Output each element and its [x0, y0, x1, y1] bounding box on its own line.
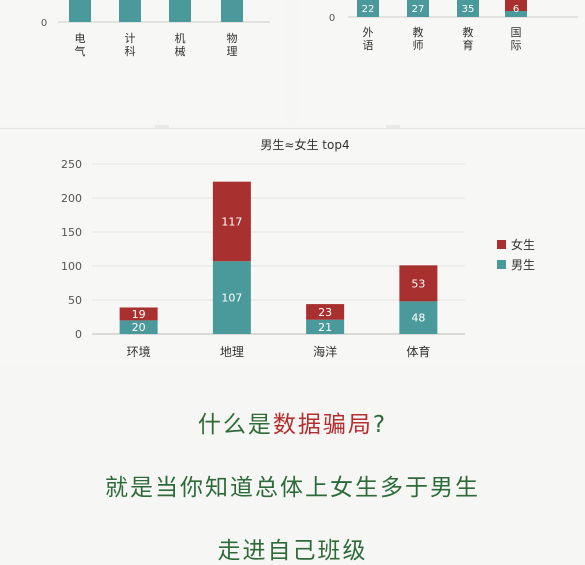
x-tick-label: 机: [175, 31, 186, 45]
data-label-male: 21: [318, 321, 332, 334]
bar-male: [119, 0, 141, 22]
data-label-female: 19: [132, 308, 146, 321]
caption-line-1-highlight: 数据骗局: [272, 412, 373, 438]
bar-male: [119, 320, 158, 334]
data-label-male: 35: [462, 4, 475, 15]
x-tick-label: 械: [175, 44, 186, 58]
x-tick-label: 育: [463, 38, 474, 52]
bar-male: [306, 319, 345, 334]
bar-female: [119, 307, 158, 321]
caption-line-1: 什么是数据骗局?: [0, 405, 585, 439]
bar-male: [69, 0, 91, 22]
y-tick-label: 150: [61, 226, 82, 239]
y-tick-label: 0: [75, 328, 82, 341]
x-tick-label: 际: [511, 39, 522, 52]
x-tick-label: 环境: [127, 344, 151, 359]
bar-male: [169, 0, 191, 22]
x-tick-label: 气: [75, 44, 86, 58]
data-label-female: 117: [221, 215, 242, 228]
y-tick-label: 200: [61, 192, 82, 205]
bar-male: [212, 261, 251, 334]
top-right-chart: 0 22 外语 27 教师 35 教育 6 国际: [298, 0, 585, 125]
x-tick-label: 国: [511, 26, 522, 39]
y-tick-label: 100: [61, 260, 82, 273]
data-label-female: 23: [318, 306, 332, 319]
x-tick-label: 外: [363, 26, 374, 39]
bar-male: [505, 11, 527, 17]
x-tick-label: 师: [413, 39, 424, 52]
x-tick-label: 教: [463, 26, 474, 39]
bar-male: [221, 0, 243, 22]
caption-line-2: 就是当你知道总体上女生多于男生: [105, 475, 480, 501]
x-tick-label: 电: [75, 32, 86, 45]
bar-male: [407, 0, 429, 17]
legend-label: 男生: [511, 258, 535, 272]
bar-male: [399, 301, 438, 334]
x-tick-label: 地理: [220, 345, 244, 359]
x-tick-label: 计: [125, 32, 136, 45]
legend-swatch: [497, 260, 506, 269]
caption-line-3: 走进自己班级: [217, 538, 368, 564]
data-label-male: 6: [513, 4, 519, 15]
y-tick-label: 50: [68, 294, 82, 307]
caption-line-1-suffix: ?: [372, 412, 388, 438]
main-chart: 男生≈女生 top4 0 50 100 150 200 250 20 19 环境 107 117 地理…: [0, 128, 585, 364]
data-label-female: 53: [411, 277, 425, 290]
caption-line-1-prefix: 什么是: [197, 412, 273, 438]
y-tick-label: 0: [329, 13, 335, 24]
legend-swatch: [497, 240, 506, 249]
bar-female: [399, 265, 438, 302]
bar-female: [212, 181, 251, 262]
x-tick-label: 科: [125, 44, 136, 58]
x-tick-label: 教: [413, 26, 424, 39]
bar-male: [357, 0, 379, 17]
data-label-male: 22: [362, 4, 375, 15]
x-tick-label: 海洋: [313, 344, 337, 359]
chart-title: 男生≈女生 top4: [260, 137, 349, 152]
top-left-chart: 0 电气 计科 机械 物理: [0, 0, 286, 125]
bar-male: [457, 0, 479, 17]
y-tick-label: 0: [41, 18, 47, 29]
data-label-male: 48: [411, 312, 425, 325]
bar-female: [505, 0, 527, 11]
data-label-male: 27: [412, 4, 425, 15]
y-tick-label: 250: [61, 158, 82, 171]
x-tick-label: 体育: [406, 344, 430, 359]
x-tick-label: 语: [363, 39, 374, 52]
x-tick-label: 理: [227, 45, 238, 58]
data-label-male: 20: [132, 321, 146, 334]
data-label-male: 107: [221, 292, 242, 305]
legend-label: 女生: [511, 237, 535, 252]
x-tick-label: 物: [227, 31, 238, 45]
top-left-chart-svg: 0 电气 计科 机械 物理: [41, 0, 270, 58]
bar-female: [306, 304, 345, 320]
